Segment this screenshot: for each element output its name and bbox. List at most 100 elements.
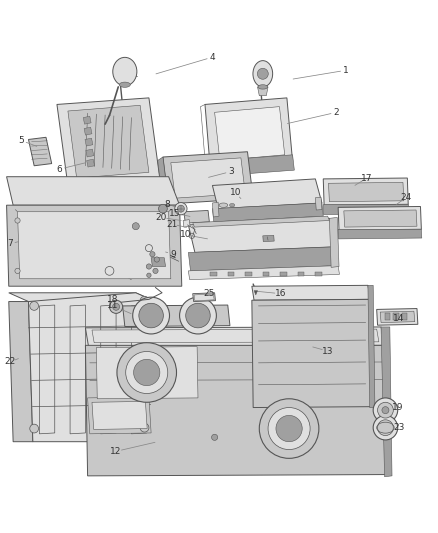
Circle shape xyxy=(378,420,393,435)
Circle shape xyxy=(140,296,149,305)
Polygon shape xyxy=(9,293,155,302)
Circle shape xyxy=(153,268,158,273)
Circle shape xyxy=(145,245,152,252)
Polygon shape xyxy=(205,98,293,168)
Circle shape xyxy=(276,415,302,442)
Text: 16: 16 xyxy=(275,289,286,298)
Polygon shape xyxy=(402,313,407,320)
Circle shape xyxy=(113,303,120,310)
Text: 25: 25 xyxy=(204,289,215,298)
Circle shape xyxy=(378,402,393,418)
Polygon shape xyxy=(252,300,371,408)
Circle shape xyxy=(373,415,398,440)
Polygon shape xyxy=(85,345,386,476)
Text: 2: 2 xyxy=(334,108,339,117)
Circle shape xyxy=(147,273,151,278)
Ellipse shape xyxy=(258,85,268,89)
Ellipse shape xyxy=(113,58,137,86)
Polygon shape xyxy=(194,294,214,301)
Circle shape xyxy=(268,408,310,449)
Circle shape xyxy=(139,303,163,328)
Polygon shape xyxy=(183,220,190,227)
Polygon shape xyxy=(83,116,91,124)
Text: 22: 22 xyxy=(4,358,15,367)
Polygon shape xyxy=(28,293,155,442)
Polygon shape xyxy=(212,179,322,209)
Text: 10: 10 xyxy=(180,230,192,239)
Polygon shape xyxy=(28,138,52,166)
Ellipse shape xyxy=(230,204,235,207)
Polygon shape xyxy=(96,346,198,399)
Text: 9: 9 xyxy=(170,250,176,259)
Circle shape xyxy=(382,407,389,414)
Polygon shape xyxy=(123,305,230,327)
Polygon shape xyxy=(88,397,151,434)
Polygon shape xyxy=(377,309,418,325)
Circle shape xyxy=(140,423,149,432)
Ellipse shape xyxy=(119,82,130,87)
Polygon shape xyxy=(338,229,422,239)
Text: 6: 6 xyxy=(56,165,62,174)
Circle shape xyxy=(110,300,123,313)
Polygon shape xyxy=(338,206,421,230)
Polygon shape xyxy=(215,107,285,160)
Circle shape xyxy=(134,359,160,386)
Polygon shape xyxy=(323,178,408,205)
Text: 8: 8 xyxy=(164,200,170,209)
Circle shape xyxy=(30,424,39,433)
Polygon shape xyxy=(245,272,252,276)
Text: 12: 12 xyxy=(110,447,122,456)
Polygon shape xyxy=(393,313,399,320)
Polygon shape xyxy=(7,205,182,286)
Circle shape xyxy=(180,297,216,334)
Text: 11: 11 xyxy=(107,302,119,310)
Ellipse shape xyxy=(257,68,268,79)
Text: 13: 13 xyxy=(322,346,333,356)
Text: 23: 23 xyxy=(394,423,405,432)
Circle shape xyxy=(154,257,159,262)
Polygon shape xyxy=(385,313,390,320)
Text: 15: 15 xyxy=(169,208,180,217)
Polygon shape xyxy=(212,203,323,222)
Polygon shape xyxy=(368,285,375,408)
Circle shape xyxy=(15,268,20,273)
Text: 24: 24 xyxy=(401,193,412,202)
Ellipse shape xyxy=(253,61,272,87)
Polygon shape xyxy=(92,329,379,343)
Text: 18: 18 xyxy=(107,295,119,304)
Polygon shape xyxy=(119,76,131,85)
Polygon shape xyxy=(315,272,322,276)
Polygon shape xyxy=(315,197,322,210)
Polygon shape xyxy=(85,327,385,346)
Polygon shape xyxy=(158,157,169,207)
Polygon shape xyxy=(210,272,217,276)
Polygon shape xyxy=(84,127,92,135)
Polygon shape xyxy=(171,158,245,198)
Polygon shape xyxy=(85,138,93,146)
Polygon shape xyxy=(328,182,404,201)
Polygon shape xyxy=(193,293,215,302)
Circle shape xyxy=(150,252,155,257)
Polygon shape xyxy=(263,272,269,276)
Text: 4: 4 xyxy=(210,53,215,62)
Polygon shape xyxy=(151,258,166,266)
Polygon shape xyxy=(188,219,336,253)
Polygon shape xyxy=(380,311,415,322)
Polygon shape xyxy=(92,401,147,430)
Text: 3: 3 xyxy=(228,167,234,176)
Ellipse shape xyxy=(219,203,228,207)
Text: 21: 21 xyxy=(166,220,177,229)
Polygon shape xyxy=(228,272,234,276)
Circle shape xyxy=(373,398,398,423)
Circle shape xyxy=(133,297,170,334)
Text: 7: 7 xyxy=(7,239,13,248)
Polygon shape xyxy=(57,98,160,185)
Text: 5: 5 xyxy=(18,136,24,145)
Circle shape xyxy=(212,434,218,440)
Text: 19: 19 xyxy=(392,403,403,412)
Polygon shape xyxy=(323,204,408,214)
Text: 14: 14 xyxy=(393,314,404,322)
Circle shape xyxy=(126,351,168,393)
Circle shape xyxy=(177,205,184,212)
Circle shape xyxy=(259,399,319,458)
